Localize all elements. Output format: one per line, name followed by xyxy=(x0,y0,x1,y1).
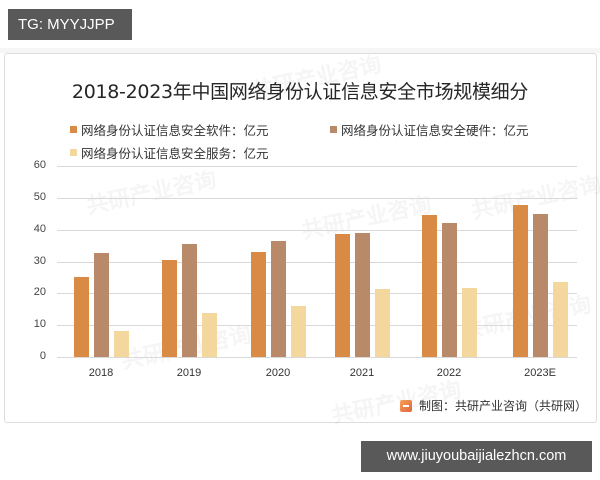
bar-service-2019 xyxy=(202,313,217,357)
bar-software-2021 xyxy=(335,234,350,357)
chart-title: 2018-2023年中国网络身份认证信息安全市场规模细分 xyxy=(71,81,529,103)
bar-software-2018 xyxy=(74,277,89,357)
legend-swatch-icon xyxy=(70,149,77,156)
x-tick-label: 2018 xyxy=(88,367,114,379)
bar-service-2022 xyxy=(462,288,477,357)
y-tick-label: 10 xyxy=(33,318,46,330)
gridline xyxy=(57,166,577,167)
source-logo-icon xyxy=(400,399,412,412)
legend-item-software: 网络身份认证信息安全软件：亿元 xyxy=(70,120,269,139)
x-tick-label: 2021 xyxy=(349,367,375,379)
legend-item-hardware: 网络身份认证信息安全硬件：亿元 xyxy=(330,120,529,139)
bar-software-2022 xyxy=(422,215,437,357)
y-tick-label: 20 xyxy=(33,286,46,298)
top-watermark-tag: TG: MYYJJPP xyxy=(8,9,132,40)
bar-hardware-2021 xyxy=(355,233,370,357)
x-tick-label: 2019 xyxy=(176,367,202,379)
x-tick-label: 2023E xyxy=(524,367,556,379)
bar-service-2020 xyxy=(291,306,306,357)
x-tick-label: 2020 xyxy=(265,367,291,379)
bar-service-2023E xyxy=(553,282,568,357)
bar-software-2019 xyxy=(162,260,177,357)
y-tick-label: 50 xyxy=(33,191,46,203)
bar-hardware-2022 xyxy=(442,223,457,357)
y-tick-label: 30 xyxy=(33,255,46,267)
legend-label: 网络身份认证信息安全硬件：亿元 xyxy=(341,123,529,138)
gridline xyxy=(57,293,577,294)
legend-swatch-icon xyxy=(70,126,77,133)
legend-item-service: 网络身份认证信息安全服务：亿元 xyxy=(70,143,269,162)
bar-hardware-2018 xyxy=(94,253,109,357)
legend-label: 网络身份认证信息安全服务：亿元 xyxy=(81,146,269,161)
legend-swatch-icon xyxy=(330,126,337,133)
gridline xyxy=(57,230,577,231)
legend-label: 网络身份认证信息安全软件：亿元 xyxy=(81,123,269,138)
bar-software-2020 xyxy=(251,252,266,357)
bar-hardware-2019 xyxy=(182,244,197,357)
gridline xyxy=(57,198,577,199)
chart-card xyxy=(4,53,597,423)
bar-service-2021 xyxy=(375,289,390,357)
bar-hardware-2023E xyxy=(533,214,548,357)
gridline xyxy=(57,325,577,326)
y-tick-label: 0 xyxy=(39,350,46,362)
separator-strip xyxy=(0,48,600,53)
x-tick-label: 2022 xyxy=(436,367,462,379)
bottom-watermark-tag: www.jiuyoubaijialezhcn.com xyxy=(361,441,592,472)
y-tick-label: 60 xyxy=(33,159,46,171)
bar-hardware-2020 xyxy=(271,241,286,357)
gridline xyxy=(57,262,577,263)
gridline xyxy=(57,357,577,358)
bar-service-2018 xyxy=(114,331,129,357)
bar-software-2023E xyxy=(513,205,528,357)
y-tick-label: 40 xyxy=(33,223,46,235)
source-text: 制图：共研产业咨询（共研网） xyxy=(419,399,588,413)
chart-source: 制图：共研产业咨询（共研网） xyxy=(400,397,587,414)
